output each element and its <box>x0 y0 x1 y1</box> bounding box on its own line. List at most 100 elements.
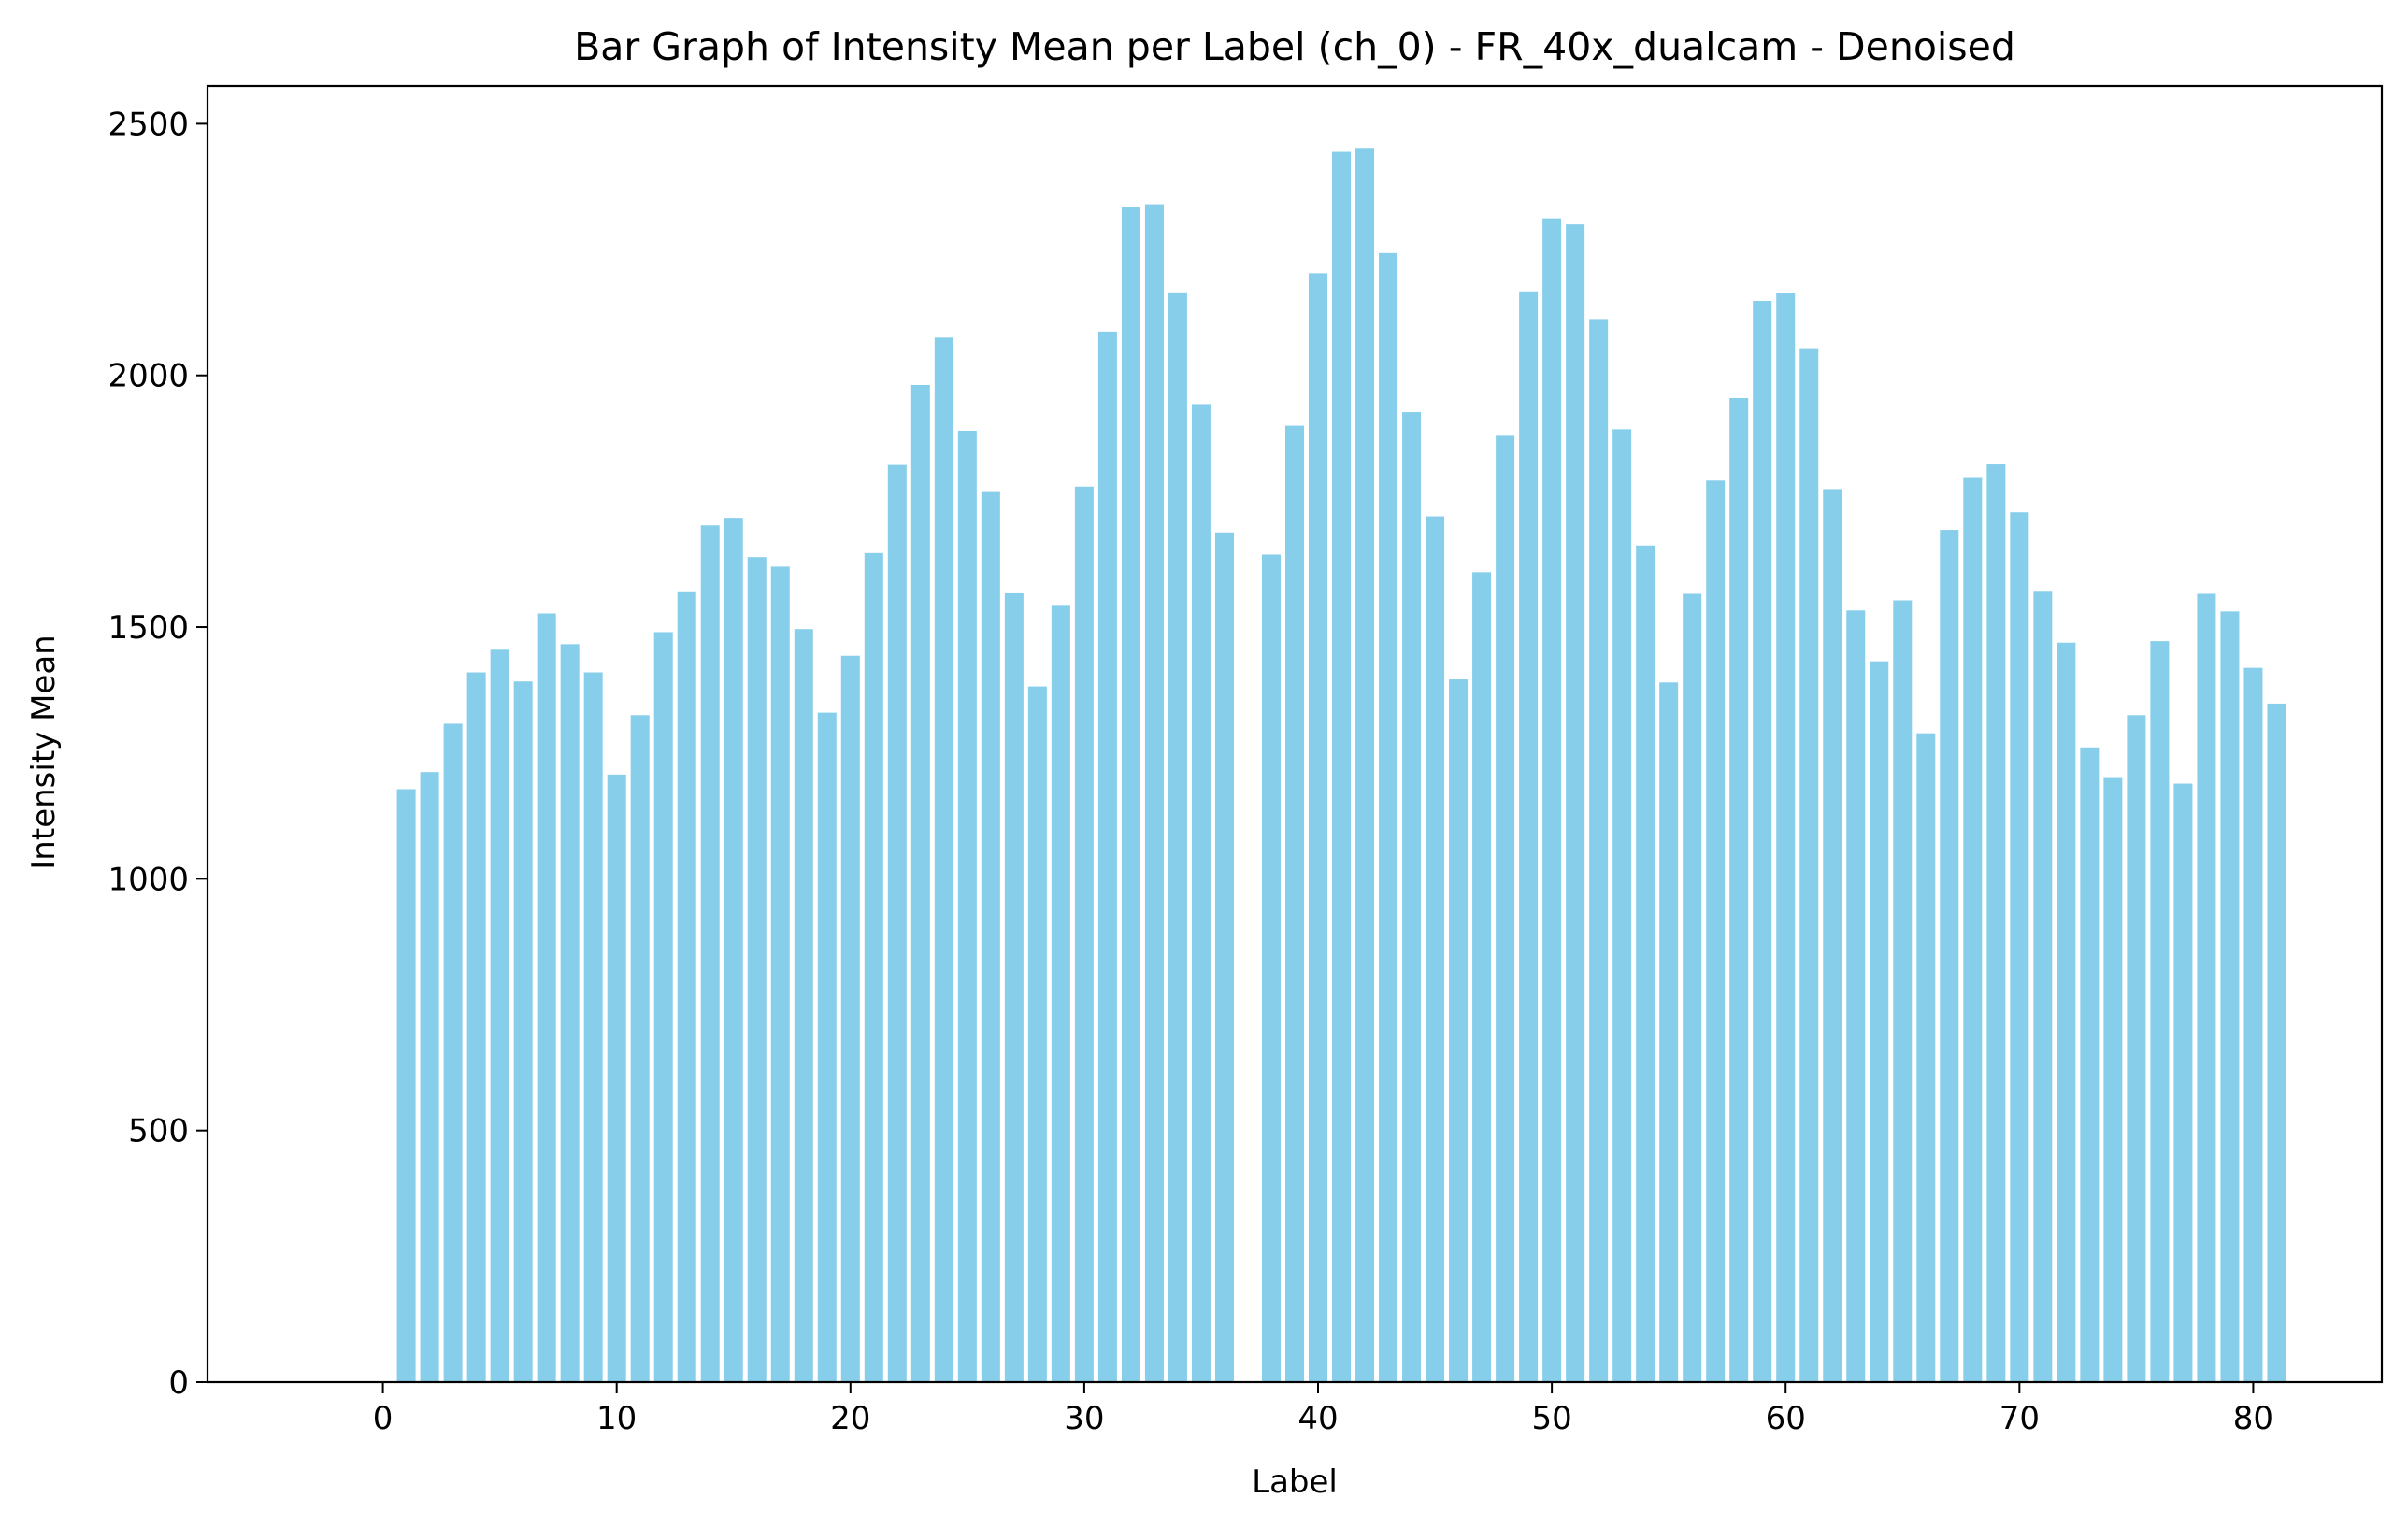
bar-label-40 <box>1309 273 1328 1382</box>
bar-label-74 <box>2103 777 2123 1382</box>
bar-label-66 <box>1916 733 1936 1382</box>
bar-label-79 <box>2220 611 2240 1382</box>
bar-label-43 <box>1379 252 1398 1382</box>
bar-label-47 <box>1472 572 1492 1382</box>
plot-frame <box>206 84 2384 1384</box>
bar-label-72 <box>2057 642 2076 1382</box>
chart-title: Bar Graph of Intensity Mean per Label (c… <box>574 24 2015 69</box>
bar-label-81 <box>2267 703 2286 1382</box>
y-tick-label: 1000 <box>108 861 189 898</box>
x-tick-label: 60 <box>1766 1400 1806 1437</box>
bar-label-10 <box>607 774 626 1382</box>
bar-label-31 <box>1097 331 1117 1382</box>
y-tick-label: 1500 <box>108 609 189 647</box>
bar-label-75 <box>2127 715 2146 1382</box>
bar-label-33 <box>1144 204 1164 1383</box>
y-tick-label: 2000 <box>108 358 189 395</box>
bar-label-60 <box>1776 293 1796 1382</box>
bar-label-78 <box>2197 593 2216 1382</box>
bars-group <box>396 148 2286 1383</box>
bar-label-26 <box>981 491 1000 1382</box>
bar-label-4 <box>466 672 486 1382</box>
bar-label-18 <box>794 629 813 1382</box>
bar-label-44 <box>1402 412 1422 1383</box>
bar-label-55 <box>1659 682 1679 1382</box>
y-tick-label: 0 <box>168 1364 189 1402</box>
bar-label-58 <box>1729 397 1749 1382</box>
bar-label-53 <box>1612 429 1632 1382</box>
bar-label-27 <box>1004 592 1024 1382</box>
x-tick-label: 10 <box>596 1400 637 1437</box>
bar-label-23 <box>910 384 930 1382</box>
bar-label-24 <box>934 337 953 1383</box>
x-tick-label: 70 <box>2000 1400 2040 1437</box>
x-tick-label: 40 <box>1297 1400 1338 1437</box>
bar-label-65 <box>1893 600 1913 1382</box>
x-tick-label: 0 <box>373 1400 394 1437</box>
y-axis-label: Intensity Mean <box>25 635 63 869</box>
x-axis-label: Label <box>1252 1463 1338 1501</box>
bar-label-6 <box>513 681 533 1382</box>
bar-label-39 <box>1284 425 1305 1382</box>
bar-label-21 <box>864 552 883 1382</box>
bar-label-28 <box>1027 686 1047 1382</box>
bar-label-45 <box>1426 516 1445 1382</box>
bar-label-25 <box>957 430 977 1382</box>
y-tick-label: 2500 <box>108 106 189 143</box>
x-tick-label: 30 <box>1064 1400 1104 1437</box>
bar-label-1 <box>396 789 416 1382</box>
bar-label-38 <box>1261 554 1281 1382</box>
bar-label-56 <box>1683 593 1702 1382</box>
bar-label-35 <box>1191 404 1211 1383</box>
bar-label-46 <box>1449 679 1469 1382</box>
bar-label-50 <box>1542 218 1562 1383</box>
bar-label-2 <box>420 772 439 1382</box>
bar-label-52 <box>1589 319 1609 1383</box>
x-tick-label: 20 <box>830 1400 870 1437</box>
bar-label-16 <box>747 557 767 1382</box>
bar-label-8 <box>560 644 580 1382</box>
bar-label-61 <box>1799 348 1819 1382</box>
bar-label-22 <box>887 464 907 1382</box>
bar-label-5 <box>490 649 509 1382</box>
bar-label-76 <box>2150 641 2170 1382</box>
bar-label-17 <box>770 566 790 1382</box>
bar-label-67 <box>1940 530 1959 1382</box>
bar-label-7 <box>537 613 556 1382</box>
bar-label-3 <box>443 723 463 1382</box>
bar-label-20 <box>840 655 860 1382</box>
bar-label-62 <box>1823 489 1842 1382</box>
bar-label-77 <box>2173 783 2193 1382</box>
bar-label-42 <box>1355 148 1375 1383</box>
bar-label-13 <box>677 591 696 1382</box>
bar-label-30 <box>1074 486 1094 1382</box>
bar-label-59 <box>1753 300 1772 1382</box>
bar-label-69 <box>1986 464 2006 1382</box>
y-axis-ticks: 0 500 1000 1500 2000 2500 <box>108 106 208 1402</box>
bar-label-57 <box>1706 480 1726 1382</box>
bar-label-54 <box>1636 545 1656 1382</box>
bar-label-80 <box>2243 667 2263 1382</box>
bar-label-34 <box>1168 292 1187 1382</box>
bar-label-36 <box>1214 532 1234 1382</box>
x-axis-ticks: 0 10 20 30 40 50 60 70 80 <box>373 1382 2273 1437</box>
y-tick-label: 500 <box>128 1113 189 1150</box>
x-tick-label: 50 <box>1531 1400 1571 1437</box>
bar-label-29 <box>1051 605 1070 1382</box>
bar-label-71 <box>2033 591 2053 1382</box>
bar-label-14 <box>700 525 720 1382</box>
bar-label-41 <box>1332 151 1352 1383</box>
bar-label-15 <box>724 518 743 1382</box>
bar-label-64 <box>1870 661 1889 1382</box>
x-tick-label: 80 <box>2233 1400 2273 1437</box>
bar-label-12 <box>653 632 673 1382</box>
bar-label-73 <box>2080 747 2100 1382</box>
bar-label-68 <box>1963 477 1983 1382</box>
bar-label-9 <box>583 672 603 1382</box>
bar-label-19 <box>817 712 837 1382</box>
bar-label-51 <box>1566 224 1585 1382</box>
bar-label-70 <box>2010 512 2029 1382</box>
bar-label-63 <box>1846 610 1866 1382</box>
bar-label-11 <box>630 715 650 1382</box>
